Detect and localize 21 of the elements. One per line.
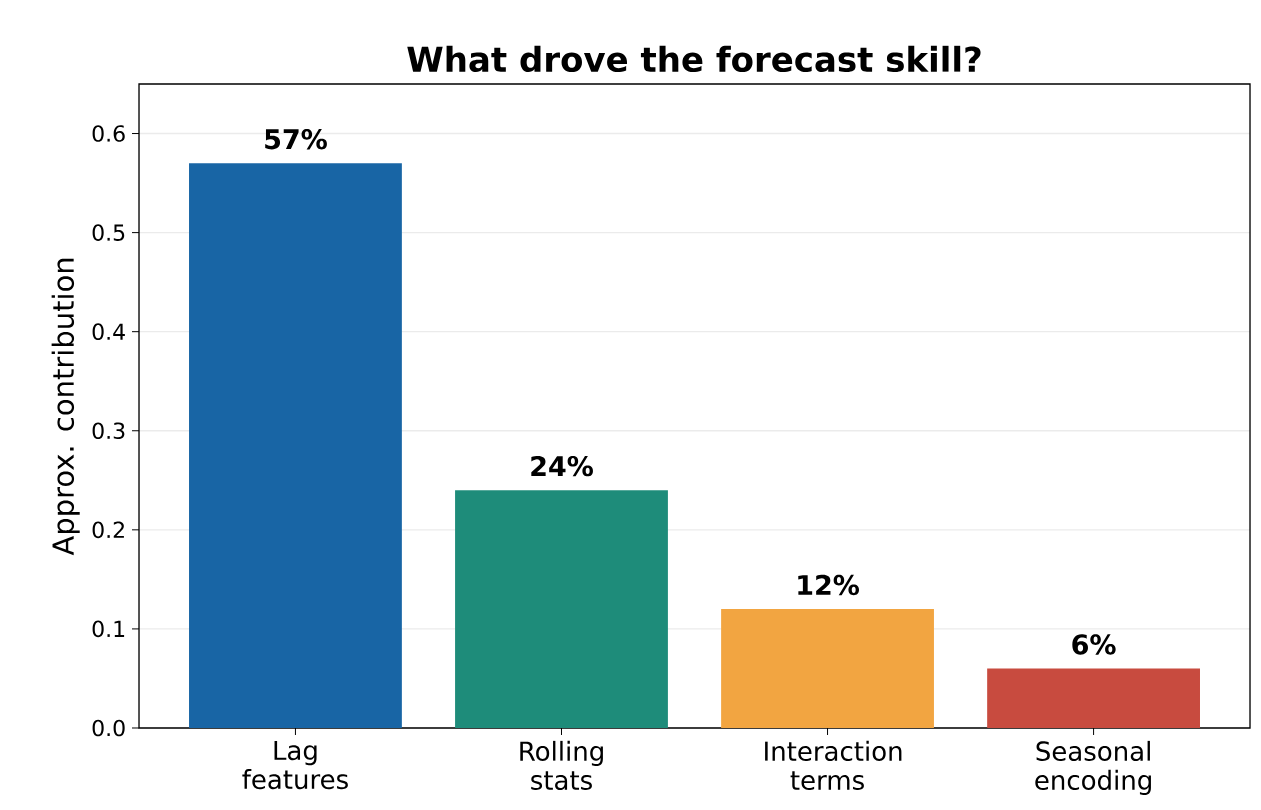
- y-axis-title: Approx. contribution: [51, 258, 80, 556]
- bar: [189, 163, 402, 728]
- bar: [455, 490, 668, 728]
- bar: [987, 668, 1200, 728]
- y-tick-label: 0.0: [92, 719, 125, 737]
- x-tick-label: Lag features: [242, 740, 348, 790]
- y-tick-label: 0.2: [92, 521, 124, 539]
- y-tick-label: 0.3: [92, 422, 125, 440]
- y-tick-label: 0.5: [92, 224, 125, 241]
- y-tick-label: 0.6: [92, 125, 125, 142]
- chart-title: What drove the forecast skill?: [407, 45, 981, 73]
- x-tick-label: Interaction terms: [765, 740, 902, 790]
- y-tick-label: 0.4: [92, 323, 125, 341]
- x-tick-label: Seasonal encoding: [1035, 740, 1151, 796]
- y-tick-label: 0.1: [92, 620, 125, 638]
- data-label: 12%: [798, 574, 859, 596]
- bar: [721, 609, 934, 728]
- data-label: 24%: [531, 455, 593, 477]
- x-tick-label: Rolling stats: [520, 740, 603, 790]
- data-label: 6%: [1072, 634, 1116, 655]
- data-label: 57%: [265, 128, 327, 150]
